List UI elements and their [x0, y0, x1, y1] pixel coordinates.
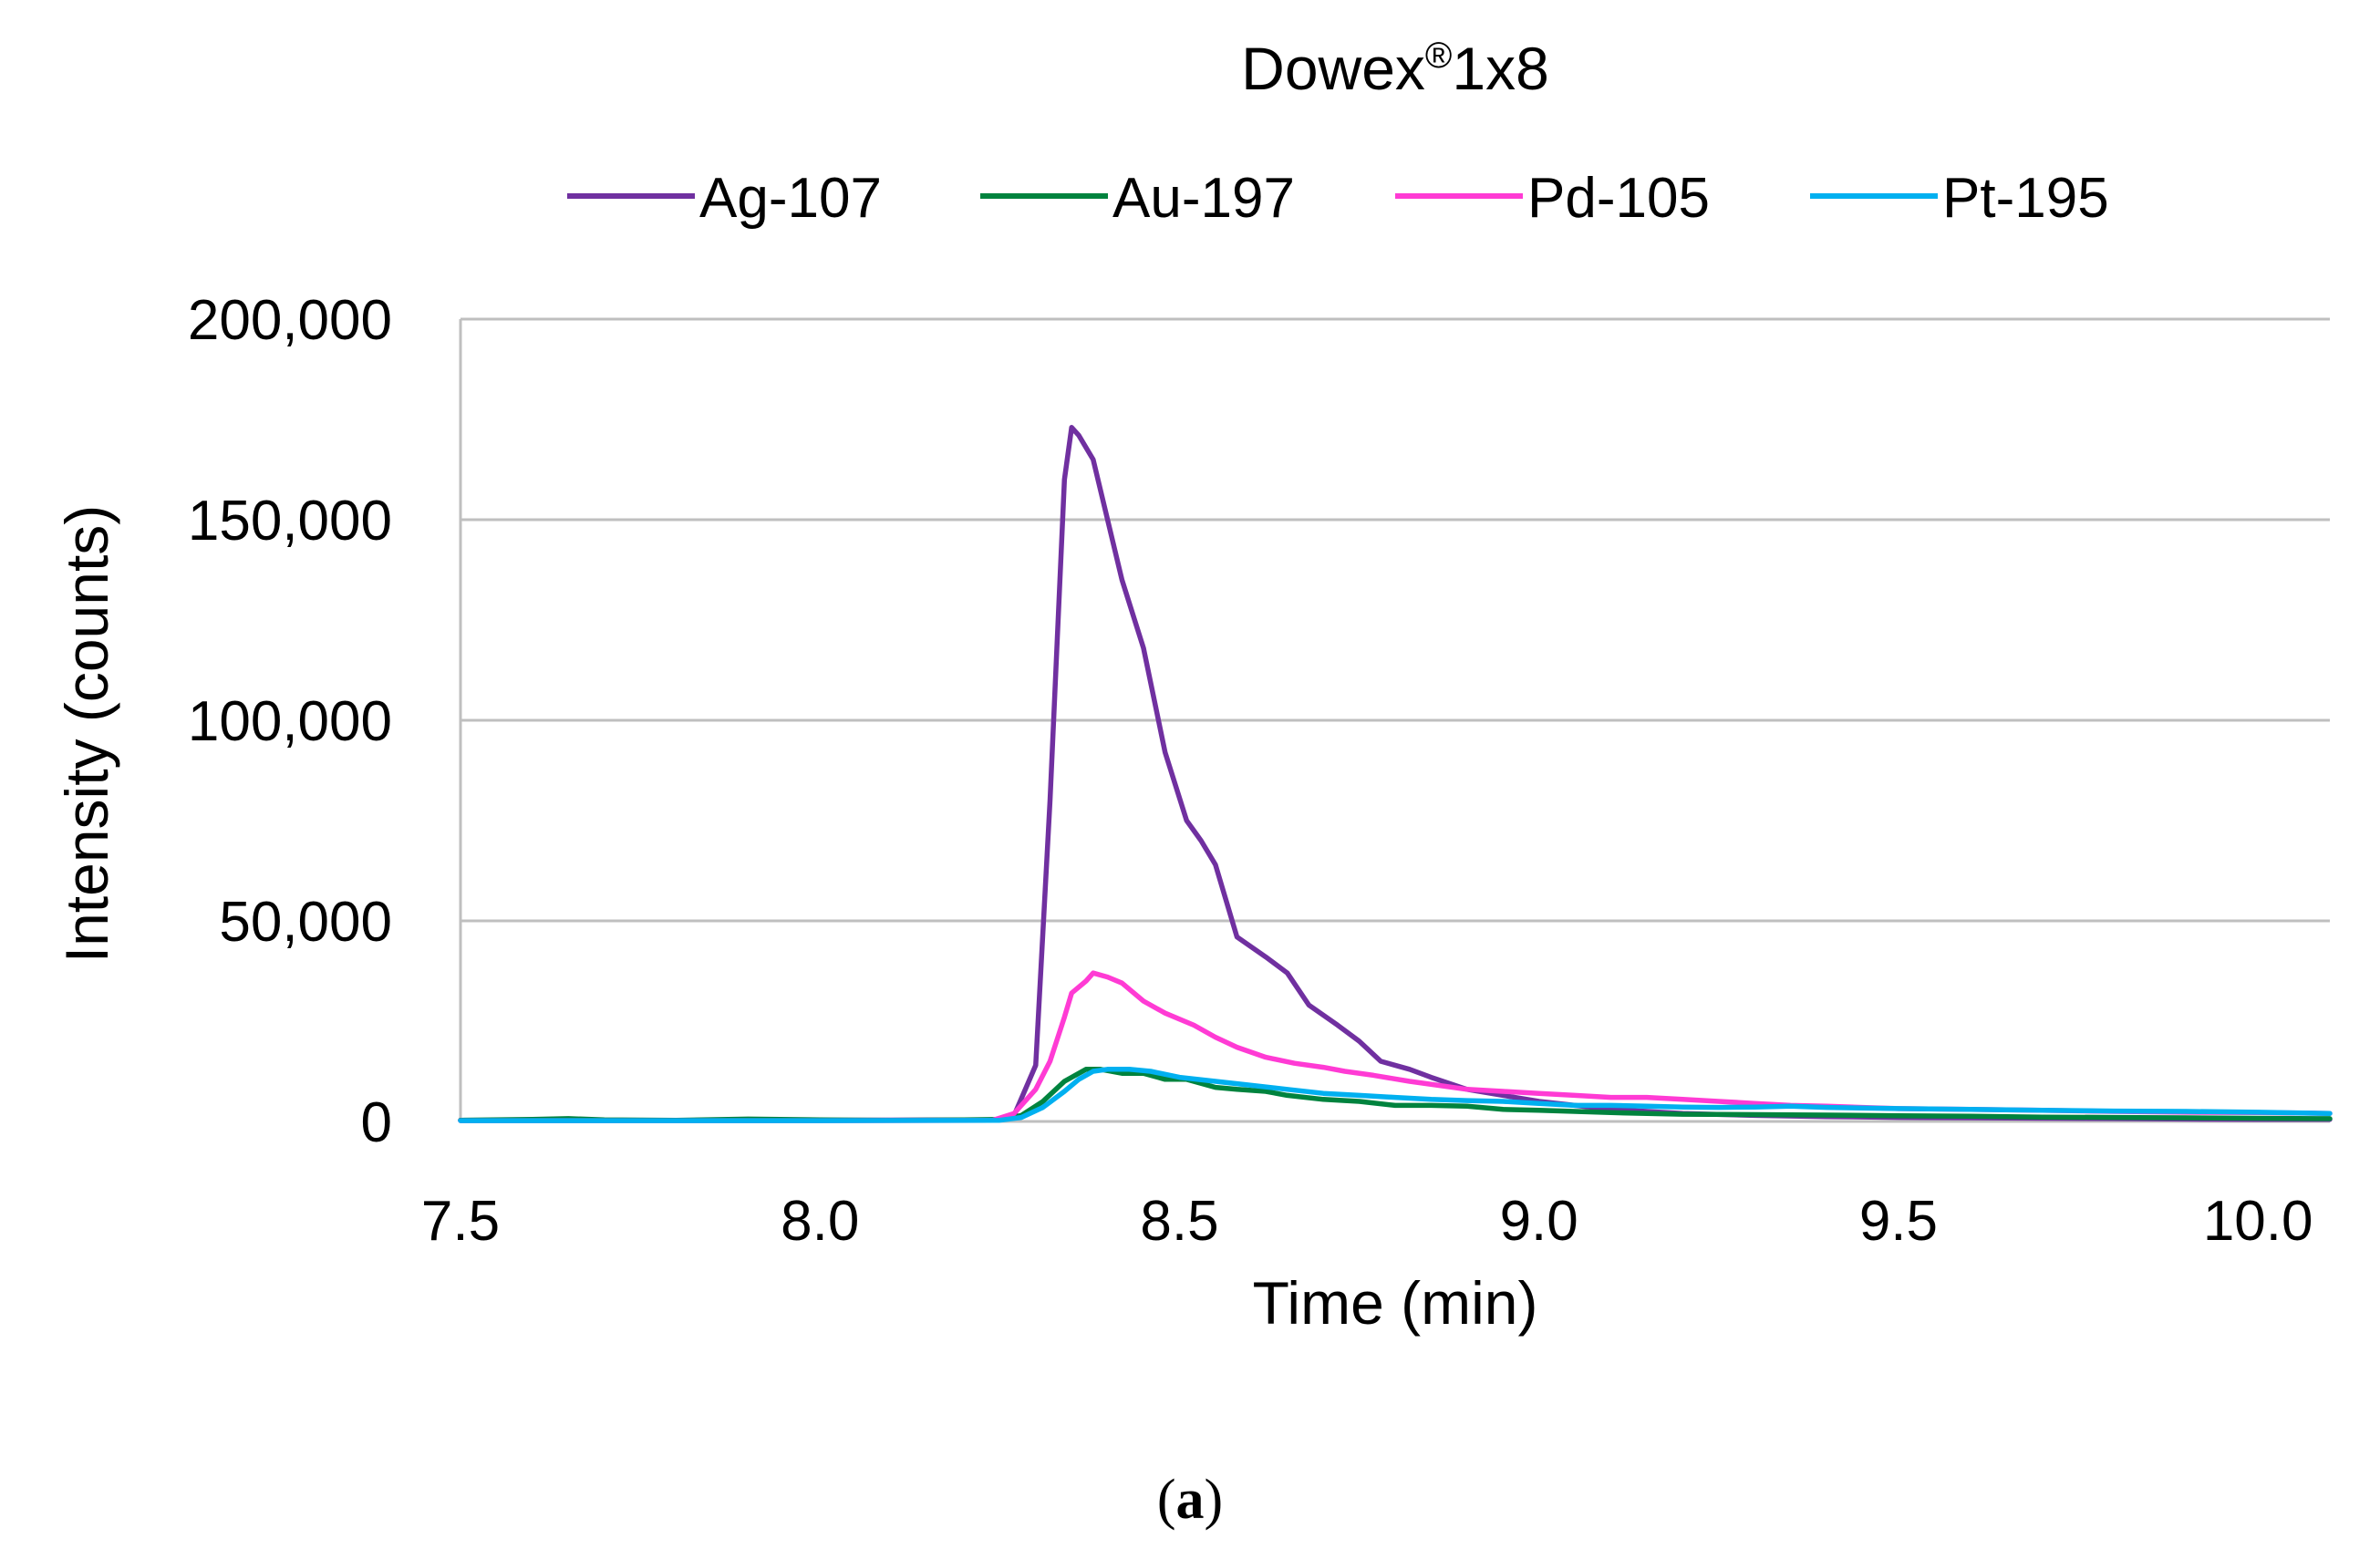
x-tick-label: 9.0 [1500, 1190, 1578, 1253]
legend-label-pd-105: Pd-105 [1527, 167, 1710, 230]
grid-lines [460, 317, 2330, 923]
panel-label: (a) [1156, 1469, 1224, 1531]
x-tick-label: 8.5 [1140, 1190, 1218, 1253]
y-tick-label: 200,000 [188, 289, 392, 352]
series-line-ag-107 [458, 425, 2333, 1123]
x-tick-label: 10.0 [2203, 1190, 2313, 1253]
legend-label-pt-195: Pt-195 [1942, 167, 2109, 230]
chart-title: Dowex®1x8 [1241, 35, 1549, 102]
y-tick-label: 50,000 [219, 891, 392, 954]
tick-labels: 0 50,000 100,000 150,000 200,000 7.5 8.0 8.5 9.0… [188, 289, 2313, 1253]
legend-label-au-197: Au-197 [1112, 167, 1295, 230]
series-group [458, 425, 2333, 1123]
series-line-pt-195 [458, 1067, 2333, 1123]
y-tick-label: 0 [361, 1091, 392, 1154]
x-axis-label: Time (min) [1253, 1269, 1538, 1337]
x-tick-label: 8.0 [781, 1190, 859, 1253]
legend: Ag-107 Au-197 Pd-105 Pt-195 [567, 167, 2109, 230]
y-tick-label: 150,000 [188, 490, 392, 553]
legend-label-ag-107: Ag-107 [699, 167, 882, 230]
x-tick-label: 9.5 [1859, 1190, 1938, 1253]
y-tick-label: 100,000 [188, 690, 392, 753]
y-axis-label: Intensity (counts) [53, 505, 120, 964]
x-tick-label: 7.5 [421, 1190, 500, 1253]
